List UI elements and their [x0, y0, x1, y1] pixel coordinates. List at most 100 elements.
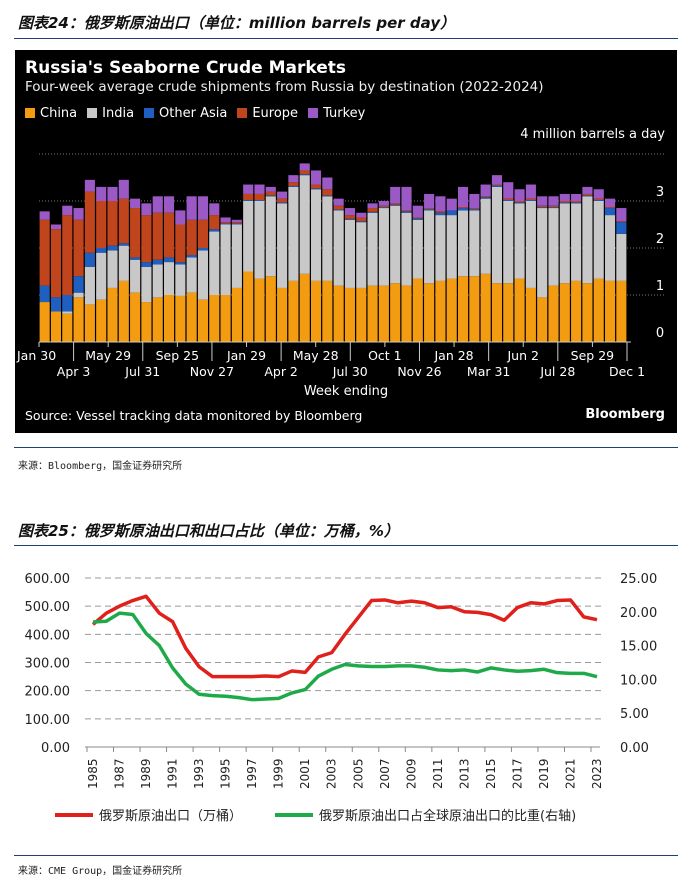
bar-segment-turkey — [288, 175, 299, 183]
bar-segment-china — [277, 287, 288, 342]
x-tick-label: Sep 29 — [571, 348, 614, 363]
bar-segment-turkey — [401, 186, 412, 211]
bar-segment-turkey — [299, 163, 310, 171]
chart-subtitle: Four-week average crude shipments from R… — [25, 79, 544, 95]
bar-segment-other-asia — [265, 195, 276, 197]
bar-segment-india — [390, 205, 401, 284]
bar-segment-turkey — [514, 189, 525, 201]
y-tick-label-left: 500.00 — [25, 600, 71, 615]
bar-segment-india — [243, 201, 254, 272]
x-tick-label: Nov 27 — [190, 364, 234, 379]
bar-segment-china — [299, 273, 310, 342]
bar-segment-europe — [582, 193, 593, 196]
legend-label: India — [102, 106, 135, 121]
y-tick-label: 3 — [656, 185, 664, 200]
bar-segment-other-asia — [356, 221, 367, 223]
bar-segment-india — [514, 203, 525, 279]
bar-segment-other-asia — [299, 174, 310, 176]
bar-segment-india — [424, 210, 435, 284]
bar-segment-europe — [424, 208, 435, 209]
bar-segment-other-asia — [141, 262, 152, 267]
bar-segment-other-asia — [152, 259, 163, 265]
bar-segment-china — [96, 299, 107, 342]
bar-segment-europe — [299, 170, 310, 175]
bar-segment-europe — [50, 229, 62, 298]
bar-segment-china — [446, 278, 457, 342]
x-tick-label: Oct 1 — [368, 348, 402, 363]
x-tick-label: Jul 30 — [332, 364, 368, 379]
divider — [14, 447, 678, 448]
bar-segment-china — [288, 280, 299, 342]
bar-segment-turkey — [209, 203, 220, 216]
bar-segment-turkey — [310, 170, 322, 185]
bar-segment-india — [231, 224, 242, 288]
bar-segment-europe — [62, 215, 73, 295]
bar-segment-india — [175, 264, 186, 296]
bar-segment-india — [457, 210, 469, 277]
bar-segment-europe — [288, 182, 299, 186]
bar-segment-china — [265, 276, 276, 342]
bar-segment-other-asia — [424, 208, 435, 211]
figure-24-source: 来源：Bloomberg，国金证券研究所 — [18, 461, 183, 472]
bar-segment-europe — [39, 219, 50, 286]
bar-segment-china — [571, 280, 582, 342]
x-tick-label: Jan 30 — [16, 348, 56, 363]
bar-segment-europe — [571, 201, 582, 203]
x-tick-label: 2021 — [563, 758, 577, 789]
bar-segment-europe — [514, 201, 525, 203]
legend: China India Other Asia Europe Turkey — [25, 106, 365, 121]
bar-segment-china — [141, 302, 152, 342]
bar-segment-other-asia — [457, 208, 469, 211]
bar-segment-turkey — [616, 208, 627, 222]
bar-segment-other-asia — [390, 204, 401, 206]
x-tick-label: Mar 31 — [467, 364, 510, 379]
bar-segment-other-asia — [107, 245, 118, 251]
bar-segment-india — [141, 266, 152, 303]
bar-segment-turkey — [503, 182, 514, 199]
bar-segment-china — [616, 280, 627, 342]
bar-segment-europe — [401, 210, 412, 212]
bar-segment-india — [503, 201, 514, 284]
bar-segment-india — [152, 264, 163, 298]
y-tick-label-left: 600.00 — [25, 572, 71, 587]
bar-segment-other-asia — [197, 248, 209, 251]
bar-segment-india — [469, 210, 480, 277]
bar-segment-china — [491, 283, 503, 342]
bar-segment-other-asia — [186, 255, 197, 258]
legend-swatch — [25, 108, 35, 118]
bar-segment-other-asia — [50, 297, 62, 312]
bar-segment-other-asia — [367, 211, 378, 213]
x-tick-label: Jul 31 — [124, 364, 160, 379]
x-tick-label: Jan 28 — [433, 348, 473, 363]
bar-segment-turkey — [593, 189, 604, 199]
bar-segment-other-asia — [333, 209, 344, 211]
bar-segment-other-asia — [401, 211, 412, 213]
bar-segment-other-asia — [616, 222, 627, 234]
y-tick-label: 0 — [656, 326, 664, 341]
bar-segment-india — [537, 208, 548, 298]
bar-segment-india — [559, 203, 570, 284]
bar-segment-turkey — [333, 198, 344, 206]
bar-segment-europe — [604, 207, 616, 209]
bar-segment-europe — [73, 219, 84, 277]
legend-label: Europe — [252, 106, 299, 121]
unit-label: 4 million barrels a day — [520, 127, 665, 142]
bar-segment-turkey — [435, 196, 446, 212]
series-line-share — [92, 611, 598, 702]
x-tick-label: Apr 2 — [264, 364, 298, 379]
bar-segment-europe — [118, 198, 129, 244]
bar-segment-china — [175, 295, 186, 342]
bar-segment-other-asia — [254, 200, 265, 201]
x-tick-label: 1985 — [86, 758, 100, 789]
bar-segment-india — [344, 219, 356, 288]
bar-segment-india — [435, 215, 446, 281]
bar-segment-china — [593, 278, 604, 342]
bar-segment-india — [277, 203, 288, 288]
bar-segment-europe — [390, 203, 401, 205]
bar-segment-india — [604, 215, 616, 281]
x-tick-label: Dec 1 — [609, 364, 645, 379]
bar-segment-india — [118, 245, 129, 281]
bar-segment-other-asia — [446, 210, 457, 216]
bar-segment-china — [604, 280, 616, 342]
bar-segment-india — [84, 266, 95, 305]
